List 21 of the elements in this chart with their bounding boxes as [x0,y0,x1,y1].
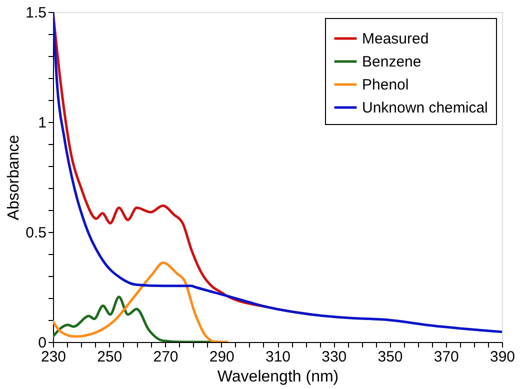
x-tick-label: 250 [97,348,122,366]
y-axis-title: Absorbance [6,134,23,220]
line-series [53,262,228,342]
legend-label: Phenol [362,76,409,94]
x-tick-label: 330 [322,348,347,366]
y-tick-label: 0.5 [26,224,46,242]
line-series [53,12,502,334]
legend-label: Measured [362,30,429,48]
x-tick-label: 390 [490,348,516,366]
y-tick-label: 0 [38,334,46,352]
legend-label: Benzene [362,54,422,70]
x-tick-label: 270 [153,348,178,366]
x-tick-label: 230 [40,348,66,366]
x-tick-label: 370 [434,348,459,366]
x-tick-label: 350 [378,348,403,366]
legend-label: Unknown chemical [362,100,488,116]
x-tick-label: 310 [265,348,291,366]
x-axis-title: Wavelength (nm) [217,368,339,386]
y-tick-label: 1 [38,114,46,132]
x-tick-label: 290 [209,348,234,366]
y-tick-label: 1.5 [26,4,46,22]
